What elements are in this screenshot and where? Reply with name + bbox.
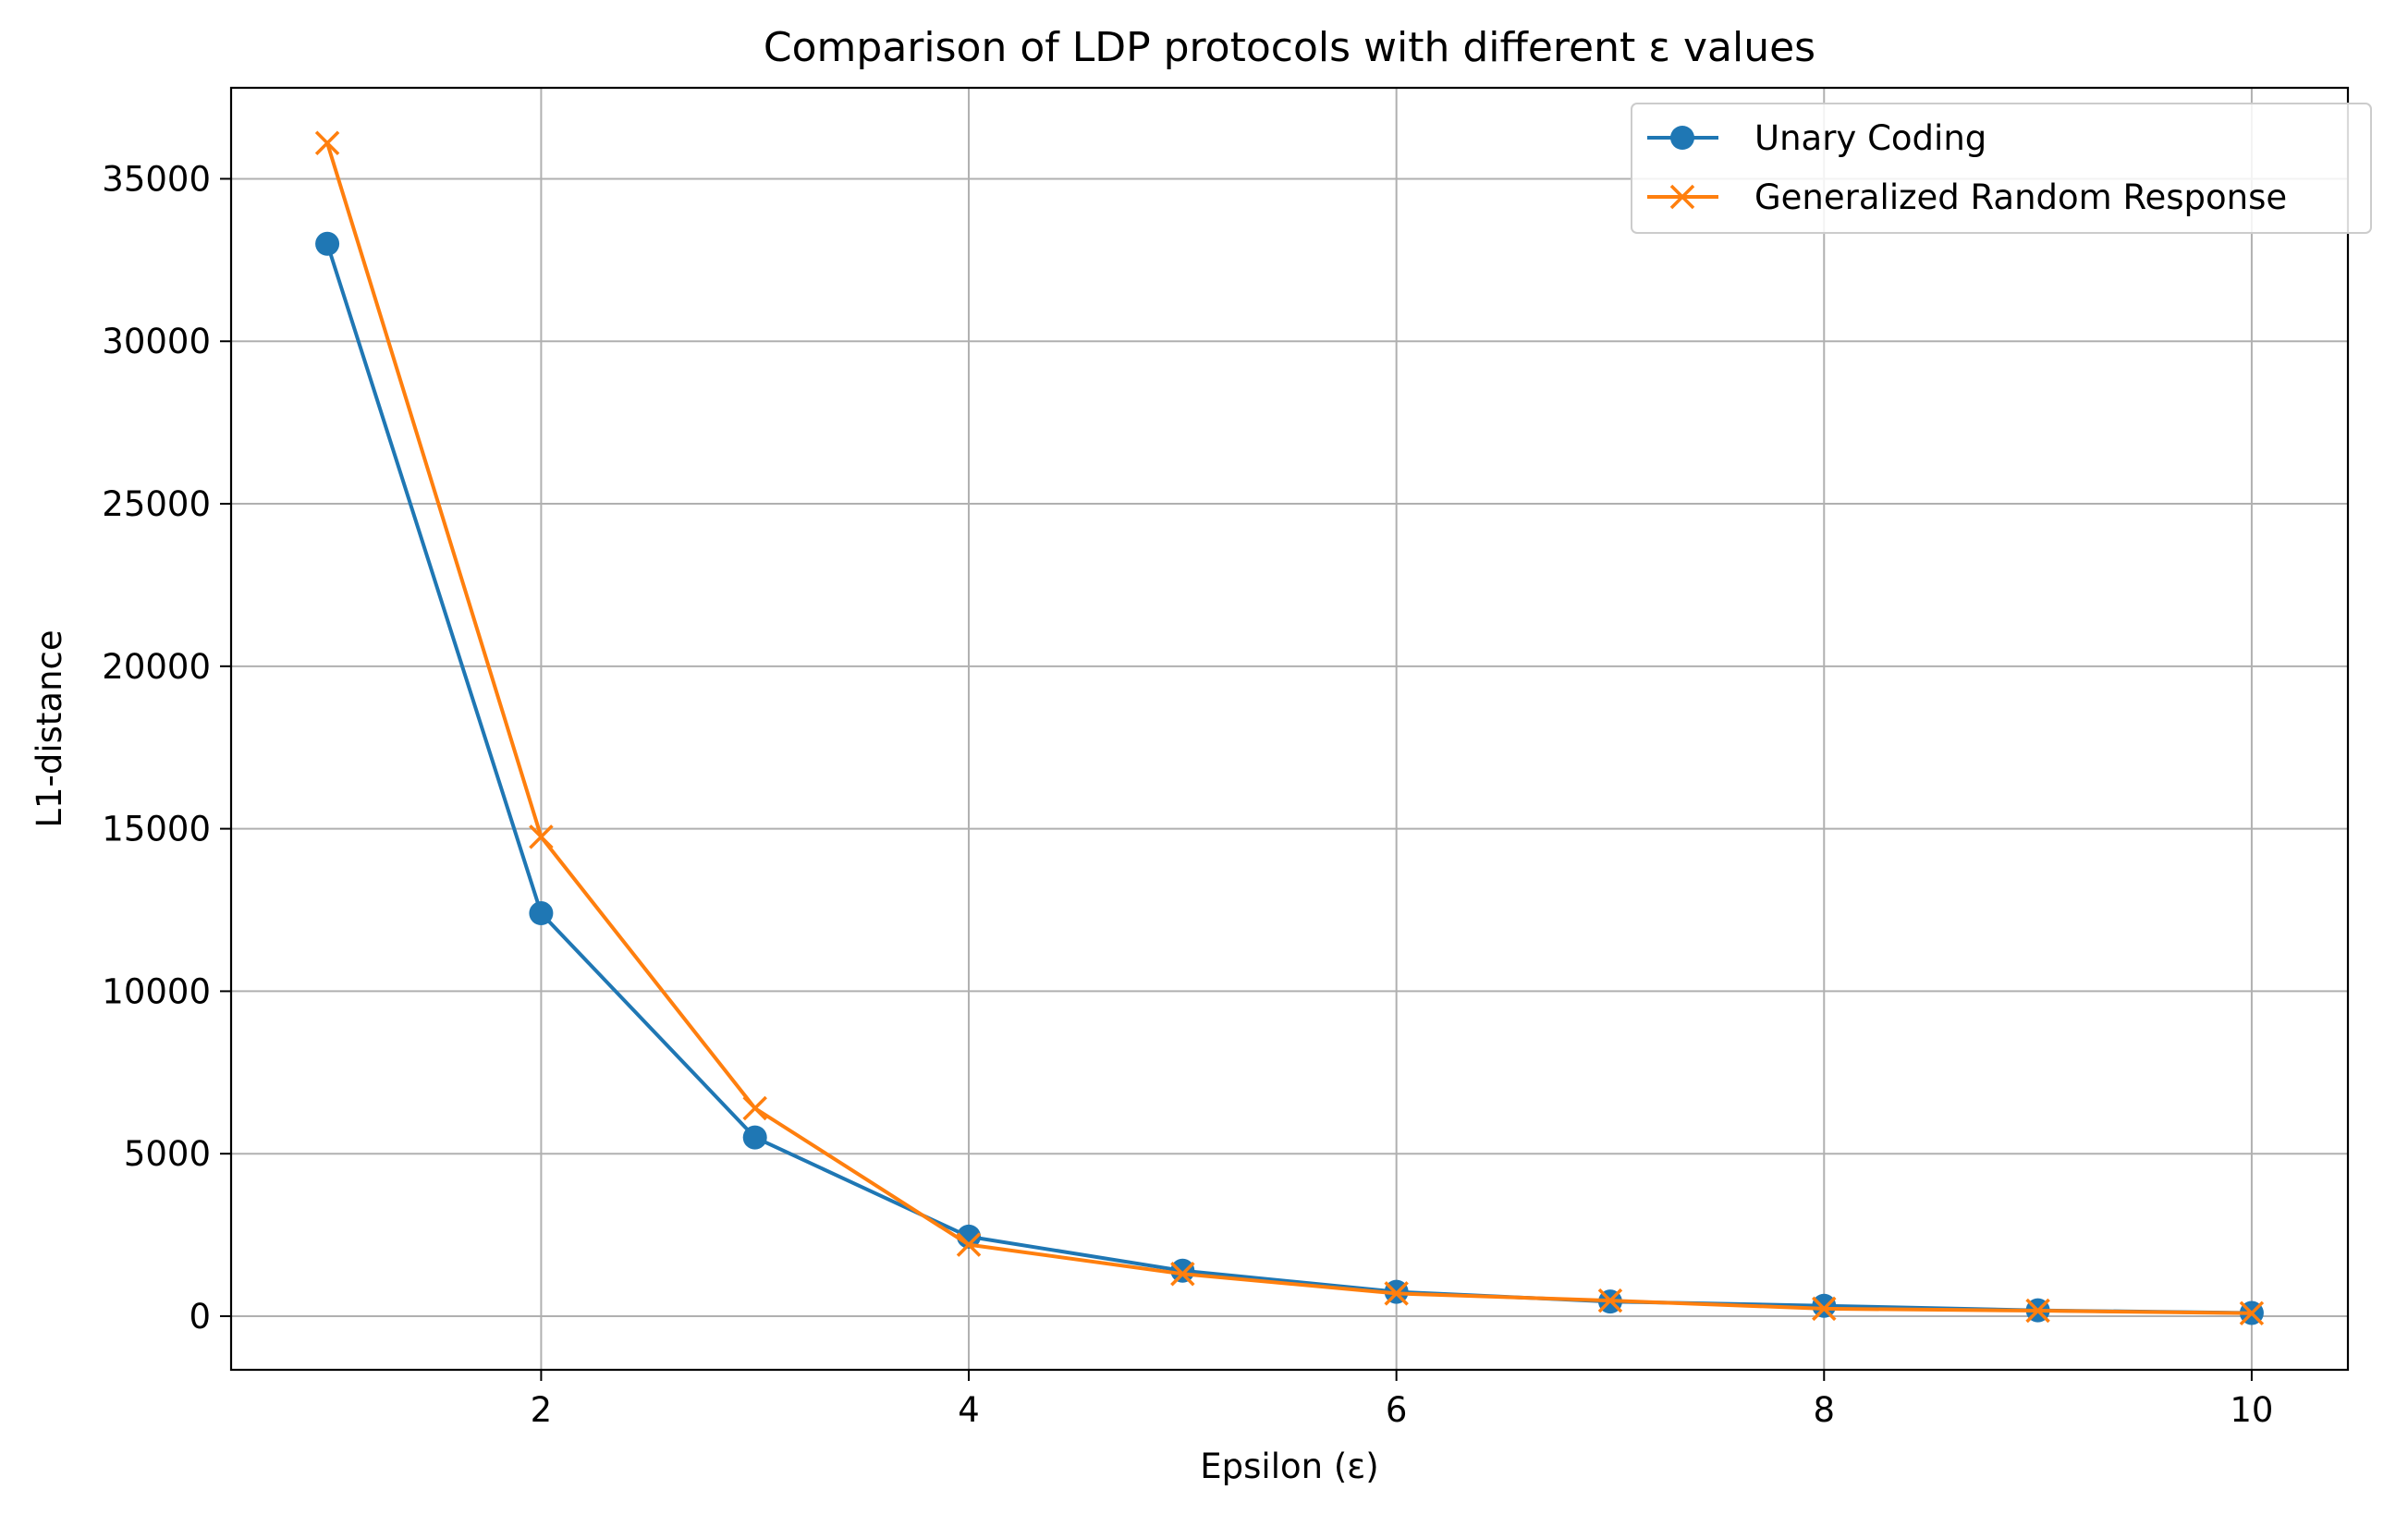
data-point [742,1125,767,1150]
y-tick-label: 15000 [102,810,211,849]
data-point [529,901,554,926]
legend-label: Generalized Random Response [1754,177,2287,217]
data-point [2025,1298,2050,1324]
x-marker-stroke [2025,1298,2050,1324]
legend-item: Generalized Random Response [1647,177,2287,217]
x-tick-label: 4 [958,1390,980,1430]
y-tick-label: 10000 [102,971,211,1011]
x-marker-stroke [1170,1262,1195,1287]
x-marker-stroke [742,1095,767,1121]
x-marker-stroke [2239,1300,2265,1326]
grid [231,88,2348,1370]
legend-marker [1670,126,1694,150]
x-axis-label: Epsilon (ε) [1200,1447,1378,1486]
x-tick-label: 2 [531,1390,553,1430]
data-point [1384,1281,1409,1306]
y-tick-label: 5000 [124,1134,211,1174]
ticks: 2 4 6 8 10 0 5000 10000 15000 20000 25000 30000 3500… [102,159,2273,1430]
y-tick-label: 30000 [102,322,211,361]
legend-item: Unary Coding [1647,118,1986,158]
x-marker-stroke [1384,1281,1409,1306]
x-tick-label: 6 [1386,1390,1408,1430]
data-point [742,1095,767,1121]
y-tick-label: 20000 [102,647,211,687]
legend: Unary Coding Generalized Random Response [1631,103,2372,234]
x-tick-label: 10 [2230,1390,2273,1430]
series-layer [314,130,2265,1326]
chart-title: Comparison of LDP protocols with differe… [764,24,1815,71]
x-marker-stroke [1812,1296,1837,1322]
legend-box [1631,103,2372,234]
legend-marker [1669,184,1695,210]
data-point [1170,1262,1195,1287]
plot-frame [229,86,2350,1372]
data-point [1170,1258,1195,1283]
y-axis-label: L1-distance [30,629,69,827]
x-marker-stroke [314,130,340,156]
data-point [1812,1293,1837,1318]
data-point [314,130,340,156]
series-line [325,140,2254,1315]
x-marker-stroke [529,824,554,849]
x-marker-stroke [1597,1288,1623,1313]
y-tick-label: 0 [189,1297,211,1337]
y-tick-label: 25000 [102,484,211,524]
data-point [1812,1296,1837,1322]
y-tick-label: 35000 [102,159,211,199]
data-point [1597,1288,1623,1313]
x-marker-stroke [1669,184,1695,210]
data-point [315,231,340,256]
data-point [956,1232,982,1257]
data-point [529,824,554,849]
x-tick-label: 8 [1814,1390,1836,1430]
legend-label: Unary Coding [1754,118,1986,158]
series-1 [314,130,2265,1326]
data-point [2239,1300,2265,1326]
x-marker-stroke [956,1232,982,1257]
